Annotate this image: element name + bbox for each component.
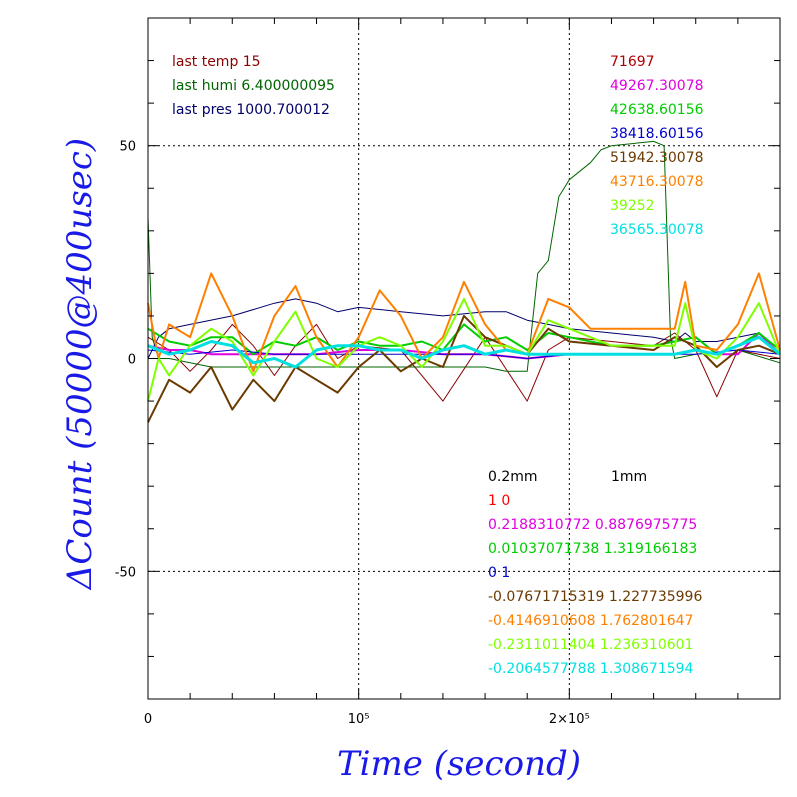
count-block: 71697 49267.30078 42638.60156 38418.60156 51… [610,54,704,238]
coef-lines-item: 1 0 [488,493,510,509]
x-tick-label: 0 [144,712,152,727]
coef-lines-item: -0.07671715319 1.227735996 [488,589,702,605]
count-labels-item: 71697 [610,54,655,70]
y-tick-label: 50 [119,140,136,155]
x-tick-label: 10⁵ [348,712,370,727]
info-lines-item: last humi 6.400000095 [172,78,335,94]
coef-lines-item: 0.01037071738 1.319166183 [488,541,697,557]
series-line-1 [147,323,781,402]
series-line-10 [147,335,781,369]
coef-block: 0.2mm 1mm 1 0 0.2188310772 0.8876975775 0.01… [488,469,702,677]
y-tick-label: 0 [128,353,136,368]
count-labels-item: 51942.30078 [610,150,704,166]
series-line-7 [147,314,781,423]
coef-header-col2: 1mm [611,469,647,485]
coef-lines-item: -0.4146910608 1.762801647 [488,613,693,629]
coef-lines-item: 0.2188310772 0.8876975775 [488,517,697,533]
series-line-8 [147,272,781,373]
count-labels-item: 42638.60156 [610,102,704,118]
tick-labels: 50 0 -50 0 10⁵ 2×10⁵ [115,140,590,727]
count-labels-item: 38418.60156 [610,126,704,142]
ticks [148,18,780,699]
info-lines-item: last temp 15 [172,54,261,70]
info-lines-item: last pres 1000.700012 [172,102,330,118]
series-line-9 [147,297,781,402]
coef-lines-item: -0.2064577788 1.308671594 [488,661,694,677]
series-line-2 [147,140,781,372]
x-axis-title: Time (second) [337,744,581,784]
y-axis-title: ΔCount (50000@400usec) [60,138,100,591]
coef-lines-item: -0.2311011404 1.236310601 [488,637,693,653]
series-layer [147,140,781,423]
count-labels-item: 43716.30078 [610,174,704,190]
y-tick-label: -50 [115,565,136,580]
count-labels-item: 36565.30078 [610,222,704,238]
count-labels-item: 49267.30078 [610,78,704,94]
x-tick-label: 2×10⁵ [549,712,590,727]
info-block: last temp 15 last humi 6.400000095 last pr… [172,54,335,118]
grid [148,18,780,699]
count-labels-item: 39252 [610,198,655,214]
coef-lines-item: 0 1 [488,565,510,581]
coef-header-col1: 0.2mm [488,469,538,485]
